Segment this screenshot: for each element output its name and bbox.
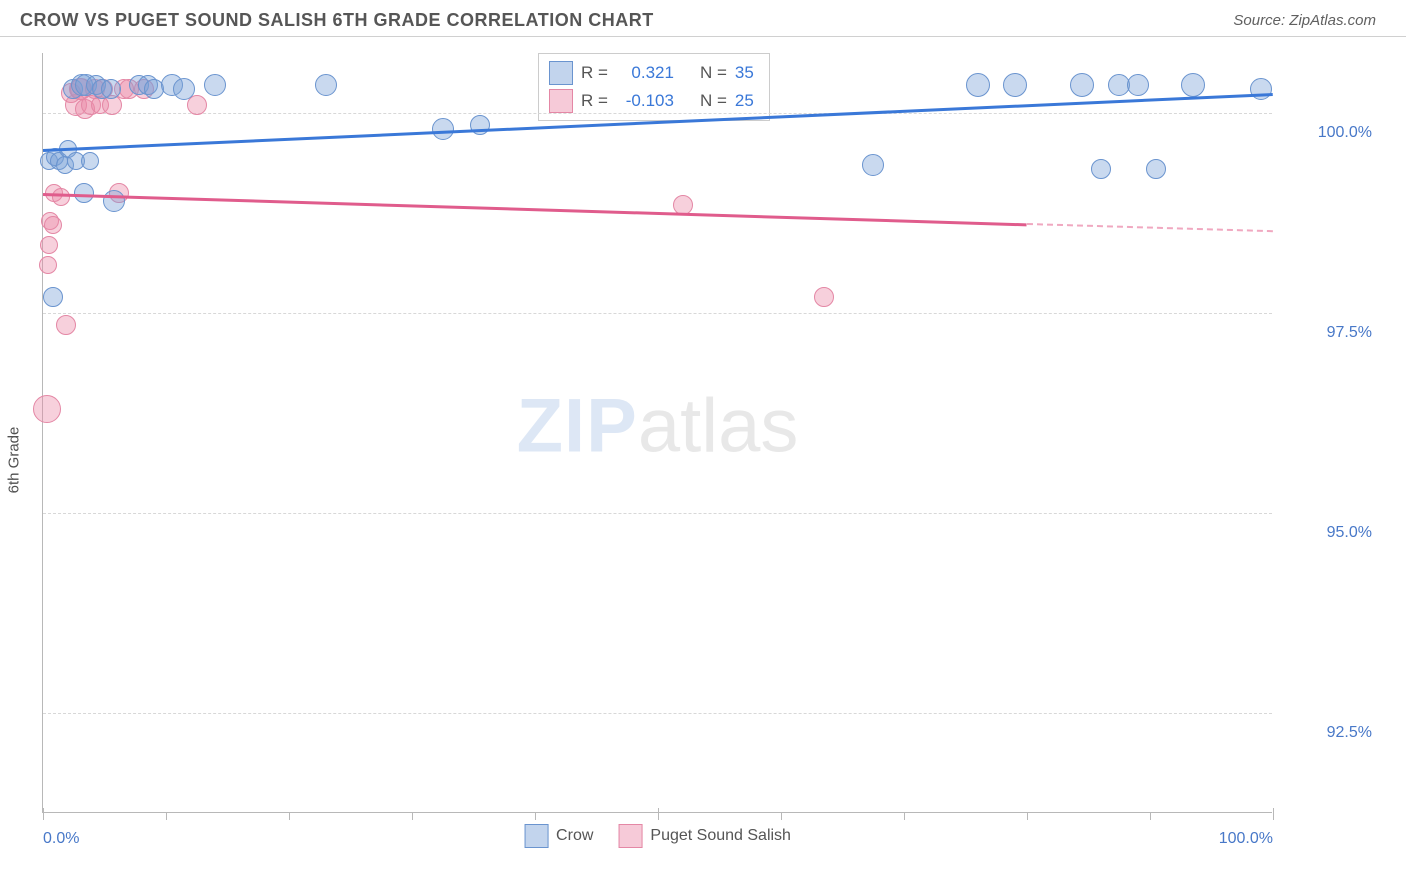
- xtick: [43, 808, 44, 820]
- point-crow: [1127, 74, 1149, 96]
- xtick: [1150, 812, 1151, 820]
- point-crow: [103, 190, 125, 212]
- swatch-salish: [549, 89, 573, 113]
- point-crow: [43, 287, 63, 307]
- trend-salish: [43, 193, 1027, 226]
- swatch-salish-icon: [618, 824, 642, 848]
- ytick-label: 100.0%: [1282, 124, 1372, 142]
- point-crow: [470, 115, 490, 135]
- chart-title: CROW VS PUGET SOUND SALISH 6TH GRADE COR…: [20, 10, 654, 31]
- trend-salish-extrapolated: [1027, 223, 1273, 232]
- point-crow: [1146, 159, 1166, 179]
- point-salish: [52, 188, 70, 206]
- point-salish: [56, 315, 76, 335]
- plot-region: ZIPatlas R = 0.321 N = 35 R = -0.103 N =…: [42, 53, 1272, 813]
- point-crow: [315, 74, 337, 96]
- xtick: [535, 812, 536, 820]
- point-salish: [33, 395, 61, 423]
- point-salish: [44, 216, 62, 234]
- point-crow: [173, 78, 195, 100]
- xtick: [412, 812, 413, 820]
- gridline-h: [43, 713, 1272, 714]
- point-crow: [1091, 159, 1111, 179]
- ytick-label: 95.0%: [1282, 524, 1372, 542]
- gridline-h: [43, 113, 1272, 114]
- watermark: ZIPatlas: [517, 382, 799, 469]
- legend-item-crow: Crow: [524, 824, 593, 848]
- point-crow: [81, 152, 99, 170]
- gridline-h: [43, 313, 1272, 314]
- y-axis-label: 6th Grade: [6, 426, 23, 493]
- gridline-h: [43, 513, 1272, 514]
- correlation-legend: R = 0.321 N = 35 R = -0.103 N = 25: [538, 53, 770, 121]
- xtick: [1273, 808, 1274, 820]
- chart-header: CROW VS PUGET SOUND SALISH 6TH GRADE COR…: [0, 0, 1406, 37]
- xtick-label: 100.0%: [1219, 830, 1273, 848]
- xtick: [1027, 812, 1028, 820]
- legend-row-crow: R = 0.321 N = 35: [549, 59, 754, 87]
- legend-item-salish: Puget Sound Salish: [618, 824, 791, 848]
- point-salish: [40, 236, 58, 254]
- ytick-label: 92.5%: [1282, 724, 1372, 742]
- point-crow: [1003, 73, 1027, 97]
- point-salish: [814, 287, 834, 307]
- legend-row-salish: R = -0.103 N = 25: [549, 87, 754, 115]
- point-crow: [862, 154, 884, 176]
- xtick: [166, 812, 167, 820]
- xtick: [904, 812, 905, 820]
- xtick-label: 0.0%: [43, 830, 79, 848]
- swatch-crow-icon: [524, 824, 548, 848]
- chart-source: Source: ZipAtlas.com: [1233, 12, 1376, 29]
- chart-area: 6th Grade ZIPatlas R = 0.321 N = 35 R = …: [0, 37, 1406, 882]
- ytick-label: 97.5%: [1282, 324, 1372, 342]
- point-crow: [1181, 73, 1205, 97]
- point-crow: [74, 183, 94, 203]
- point-crow: [204, 74, 226, 96]
- xtick: [658, 808, 659, 820]
- swatch-crow: [549, 61, 573, 85]
- xtick: [289, 812, 290, 820]
- point-crow: [1070, 73, 1094, 97]
- xtick: [781, 812, 782, 820]
- point-crow: [432, 118, 454, 140]
- point-crow: [966, 73, 990, 97]
- point-salish: [39, 256, 57, 274]
- point-crow: [1250, 78, 1272, 100]
- point-crow: [101, 79, 121, 99]
- series-legend: Crow Puget Sound Salish: [524, 824, 791, 848]
